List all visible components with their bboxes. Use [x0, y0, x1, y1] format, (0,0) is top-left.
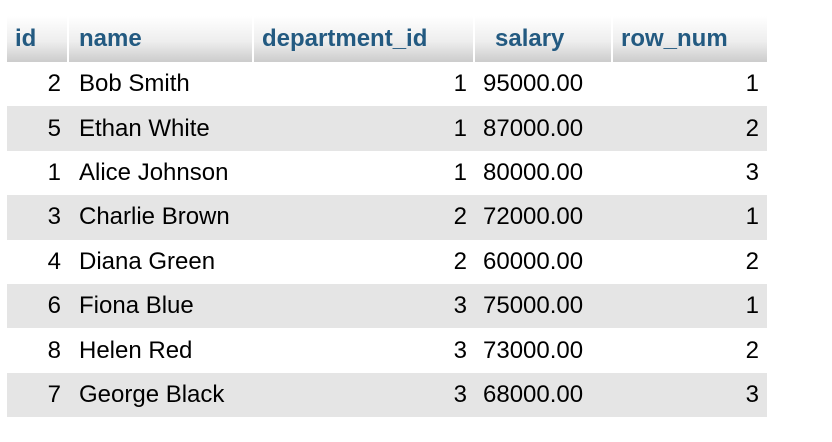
cell-department-id: 2 [254, 195, 475, 240]
cell-id: 7 [7, 372, 69, 418]
cell-row-num: 2 [613, 106, 767, 151]
cell-salary: 72000.00 [475, 195, 613, 240]
table-header: id name department_id salary row_num [7, 16, 767, 62]
cell-department-id: 2 [254, 239, 475, 284]
cell-name: Helen Red [69, 328, 254, 373]
cell-row-num: 2 [613, 239, 767, 284]
cell-name: Charlie Brown [69, 195, 254, 240]
column-header-salary[interactable]: salary [475, 16, 613, 62]
cell-name: Bob Smith [69, 62, 254, 107]
cell-row-num: 1 [613, 283, 767, 329]
cell-id: 2 [7, 62, 69, 107]
table-row[interactable]: 4 Diana Green 2 60000.00 2 [7, 239, 767, 284]
table-row[interactable]: 8 Helen Red 3 73000.00 2 [7, 328, 767, 373]
cell-row-num: 2 [613, 328, 767, 373]
cell-department-id: 3 [254, 328, 475, 373]
header-row: id name department_id salary row_num [7, 16, 767, 62]
cell-salary: 87000.00 [475, 106, 613, 151]
cell-row-num: 3 [613, 372, 767, 418]
cell-id: 6 [7, 283, 69, 329]
table-row[interactable]: 3 Charlie Brown 2 72000.00 1 [7, 195, 767, 240]
cell-id: 3 [7, 195, 69, 240]
column-header-department-id[interactable]: department_id [254, 16, 475, 62]
cell-id: 4 [7, 239, 69, 284]
cell-salary: 60000.00 [475, 239, 613, 284]
cell-department-id: 1 [254, 150, 475, 196]
cell-id: 8 [7, 328, 69, 373]
cell-salary: 80000.00 [475, 150, 613, 196]
cell-name: Diana Green [69, 239, 254, 284]
cell-row-num: 1 [613, 62, 767, 107]
cell-id: 1 [7, 150, 69, 196]
cell-salary: 75000.00 [475, 283, 613, 329]
cell-row-num: 3 [613, 150, 767, 196]
cell-salary: 73000.00 [475, 328, 613, 373]
cell-name: Alice Johnson [69, 150, 254, 196]
cell-id: 5 [7, 106, 69, 151]
cell-department-id: 3 [254, 283, 475, 329]
cell-salary: 95000.00 [475, 62, 613, 107]
column-header-row-num[interactable]: row_num [613, 16, 767, 62]
cell-row-num: 1 [613, 195, 767, 240]
table-row[interactable]: 7 George Black 3 68000.00 3 [7, 372, 767, 418]
column-header-id[interactable]: id [7, 16, 69, 62]
cell-name: Fiona Blue [69, 283, 254, 329]
cell-department-id: 3 [254, 372, 475, 418]
table-row[interactable]: 1 Alice Johnson 1 80000.00 3 [7, 150, 767, 196]
cell-name: Ethan White [69, 106, 254, 151]
cell-salary: 68000.00 [475, 372, 613, 418]
query-results-table: id name department_id salary row_num 2 B… [7, 16, 767, 418]
cell-department-id: 1 [254, 106, 475, 151]
table-row[interactable]: 6 Fiona Blue 3 75000.00 1 [7, 283, 767, 329]
table-body: 2 Bob Smith 1 95000.00 1 5 Ethan White 1… [7, 62, 767, 418]
cell-name: George Black [69, 372, 254, 418]
table-row[interactable]: 2 Bob Smith 1 95000.00 1 [7, 62, 767, 107]
cell-department-id: 1 [254, 62, 475, 107]
column-header-name[interactable]: name [69, 16, 254, 62]
table-row[interactable]: 5 Ethan White 1 87000.00 2 [7, 106, 767, 151]
